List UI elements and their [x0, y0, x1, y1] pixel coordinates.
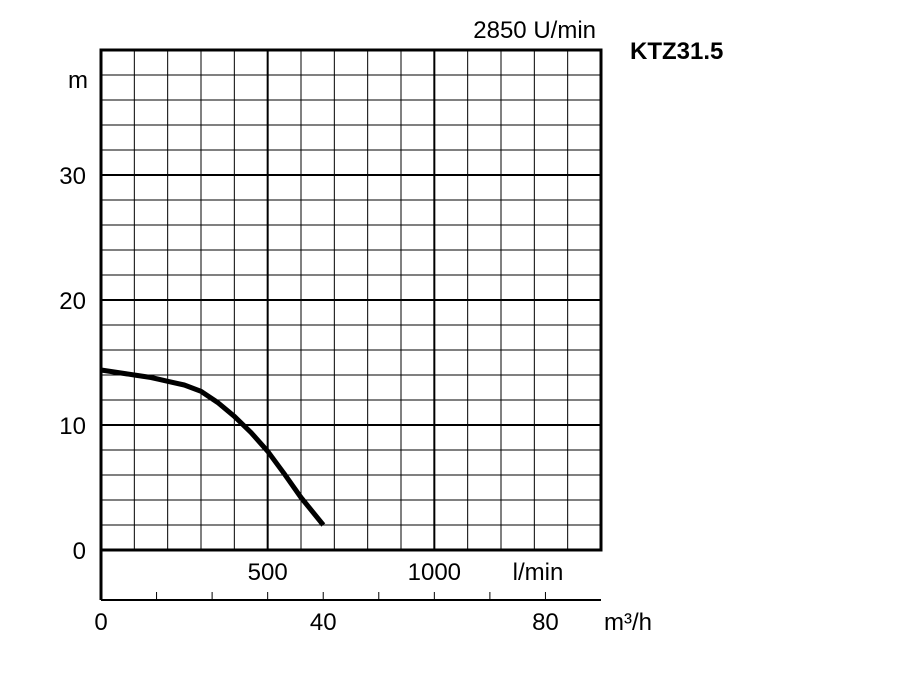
chart-title: KTZ31.5 [630, 38, 723, 65]
y-tick-label: 30 [59, 163, 86, 190]
minor-grid [101, 50, 601, 550]
y-tick-label: 10 [59, 413, 86, 440]
curve-layer [100, 367, 326, 527]
tick-labels: 0 10 20 30 500 1000 0 40 80 [59, 163, 558, 636]
x-tick-label-m3h: 80 [532, 609, 559, 636]
x-axis-m3h-unit-label: m³/h [604, 609, 652, 636]
x-tick-label-m3h: 40 [310, 609, 337, 636]
y-axis-unit-label: m [68, 67, 88, 94]
x-tick-label-lmin: 500 [248, 559, 288, 586]
y-tick-label: 0 [73, 538, 86, 565]
x-tick-label-m3h: 0 [94, 609, 107, 636]
y-tick-label: 20 [59, 288, 86, 315]
x-tick-label-lmin: 1000 [408, 559, 461, 586]
x-axis-lmin-unit-label: l/min [513, 559, 564, 586]
speed-label: 2850 U/min [473, 17, 596, 44]
labels: KTZ31.5 2850 U/min m l/min m³/h [68, 17, 723, 636]
plot-frame [99, 48, 603, 552]
head-flow-curve [100, 367, 326, 527]
major-grid [101, 50, 601, 550]
axes [99, 48, 603, 601]
